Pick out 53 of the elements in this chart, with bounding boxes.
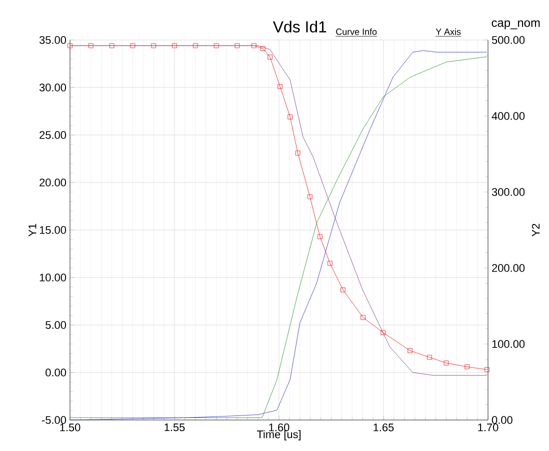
point	[109, 43, 114, 48]
point	[380, 330, 386, 335]
y2-tick-label: 400.00	[492, 112, 525, 120]
point	[444, 360, 449, 366]
x-tick-label: 1.55	[164, 424, 185, 432]
y2-tick-label: 200.00	[492, 264, 525, 272]
point	[260, 46, 266, 51]
point	[130, 43, 136, 48]
point	[328, 260, 332, 266]
point	[151, 43, 156, 48]
y-tick-label: 10.00	[40, 274, 66, 282]
text: Curve Info	[336, 28, 377, 35]
point	[295, 150, 300, 156]
point	[427, 354, 432, 360]
x-tick-label: 1.70	[478, 424, 498, 432]
text: Y Axis	[436, 28, 461, 35]
y2-tick-label: 500.00	[492, 36, 525, 44]
point	[484, 367, 490, 372]
point	[234, 43, 240, 48]
text: cap_nom	[492, 20, 540, 30]
y-tick-label: 15.00	[40, 226, 66, 234]
point	[172, 43, 177, 48]
y-tick-label: 20.00	[40, 178, 66, 186]
y-tick-label: -5.00	[42, 416, 66, 424]
point	[88, 43, 94, 48]
point	[408, 348, 412, 354]
y-tick-label: 0.00	[46, 368, 66, 376]
chart-title: Vds Id1	[272, 20, 326, 32]
point	[193, 43, 198, 48]
y2-tick-label: 0.00	[492, 416, 512, 424]
point	[278, 84, 282, 89]
x-tick-label: 1.50	[60, 424, 80, 432]
point	[308, 194, 312, 200]
point	[214, 43, 219, 48]
point	[268, 54, 272, 60]
y2-tick-label: 100.00	[492, 340, 525, 348]
point	[288, 114, 292, 120]
point	[252, 43, 256, 48]
x-tick-label: 1.65	[374, 424, 394, 432]
y2-axis-title: Y2	[532, 224, 540, 236]
point	[464, 364, 470, 370]
y-tick-label: 35.00	[39, 36, 66, 44]
y-axis-title: Y1	[28, 224, 36, 236]
y-tick-label: 30.00	[39, 84, 66, 92]
point	[318, 234, 322, 240]
x-axis-title: Time [us]	[256, 430, 301, 440]
y-tick-label: 25.00	[40, 131, 66, 139]
point	[68, 43, 72, 48]
x-tick-label: 1.60	[269, 424, 290, 432]
point	[340, 287, 346, 292]
point	[360, 315, 366, 320]
y-tick-label: 5.00	[46, 321, 66, 329]
y2-tick-label: 300.00	[492, 188, 525, 196]
